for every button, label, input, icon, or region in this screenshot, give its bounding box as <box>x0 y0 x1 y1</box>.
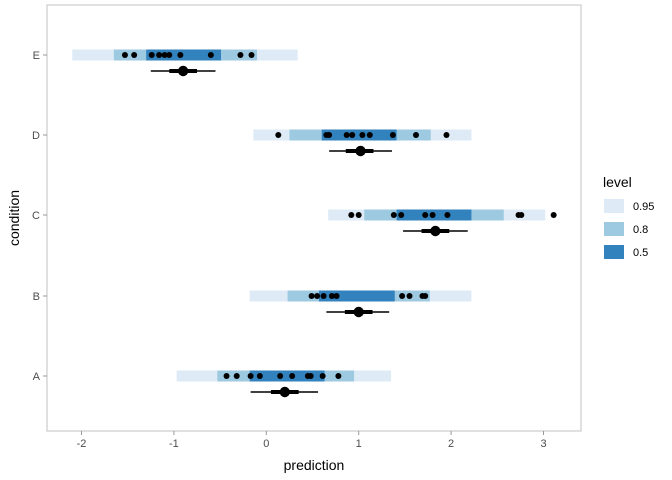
observation-point <box>233 373 240 379</box>
x-axis-title: prediction <box>284 457 345 473</box>
observation-point <box>248 52 255 58</box>
observation-point <box>207 52 214 58</box>
legend: level 0.95 0.8 0.5 <box>603 174 654 259</box>
mean-estimate-point <box>279 386 290 398</box>
observation-point <box>275 132 282 138</box>
y-tick-label: B <box>33 291 40 303</box>
observation-point <box>406 293 413 299</box>
y-axis: A B C D E <box>32 50 47 383</box>
observation-point <box>156 52 163 58</box>
observation-point <box>389 132 396 138</box>
interval-E-0.5 <box>146 49 222 61</box>
y-axis-title: condition <box>6 190 22 246</box>
legend-title: level <box>603 174 632 190</box>
interval-D-0.5 <box>321 129 397 141</box>
observation-point <box>289 373 296 379</box>
observation-point <box>237 52 244 58</box>
observation-point <box>314 293 321 299</box>
legend-swatch <box>604 199 624 213</box>
observation-point <box>443 132 450 138</box>
observation-point <box>349 132 356 138</box>
observation-point <box>177 52 184 58</box>
observation-point <box>333 293 340 299</box>
observation-point <box>161 52 168 58</box>
mean-estimate-point <box>353 306 364 318</box>
observation-point <box>429 212 436 218</box>
observation-point <box>366 132 373 138</box>
interval-B-0.5 <box>318 290 395 302</box>
legend-swatch <box>604 222 624 236</box>
observation-point <box>390 212 397 218</box>
x-tick-label: -1 <box>169 438 179 450</box>
observation-point <box>256 373 263 379</box>
x-tick-label: 3 <box>540 438 546 450</box>
observation-point <box>277 373 284 379</box>
y-tick-label: D <box>32 130 40 142</box>
x-tick-label: 0 <box>263 438 269 450</box>
observation-point <box>247 373 254 379</box>
observation-point <box>444 212 451 218</box>
observation-point <box>343 132 350 138</box>
mean-estimate-point <box>430 225 441 237</box>
observation-point <box>121 52 128 58</box>
observation-point <box>518 212 525 218</box>
observation-point <box>308 293 315 299</box>
observation-point <box>148 52 155 58</box>
observation-point <box>359 132 366 138</box>
x-tick-label: 2 <box>448 438 454 450</box>
legend-label: 0.8 <box>633 224 648 236</box>
observation-point <box>319 373 326 379</box>
mean-estimate-point <box>177 65 189 77</box>
observation-point <box>412 132 419 138</box>
observation-point <box>422 212 429 218</box>
mean-estimates-layer <box>150 65 468 398</box>
observation-point <box>328 293 335 299</box>
observation-point <box>335 373 342 379</box>
observation-point <box>355 212 362 218</box>
observation-point <box>131 52 138 58</box>
x-tick-label: -2 <box>77 438 87 450</box>
x-tick-label: 1 <box>356 438 362 450</box>
mean-estimate-point <box>355 145 366 157</box>
x-axis: -2 -1 0 1 2 3 <box>77 431 547 450</box>
observation-point <box>166 52 173 58</box>
y-tick-label: A <box>33 371 41 383</box>
legend-label: 0.5 <box>633 247 648 259</box>
observation-point <box>422 293 429 299</box>
legend-label: 0.95 <box>633 201 654 213</box>
observation-point <box>348 212 355 218</box>
observation-point <box>307 373 314 379</box>
interval-A-0.5 <box>249 370 325 382</box>
observations-layer <box>121 52 557 379</box>
y-tick-label: C <box>32 210 40 222</box>
observation-point <box>223 373 230 379</box>
y-tick-label: E <box>33 50 40 62</box>
observation-point <box>320 293 327 299</box>
observation-point <box>399 293 406 299</box>
observation-point <box>398 212 405 218</box>
observation-point <box>326 132 333 138</box>
observation-point <box>550 212 557 218</box>
legend-swatch <box>604 245 624 259</box>
